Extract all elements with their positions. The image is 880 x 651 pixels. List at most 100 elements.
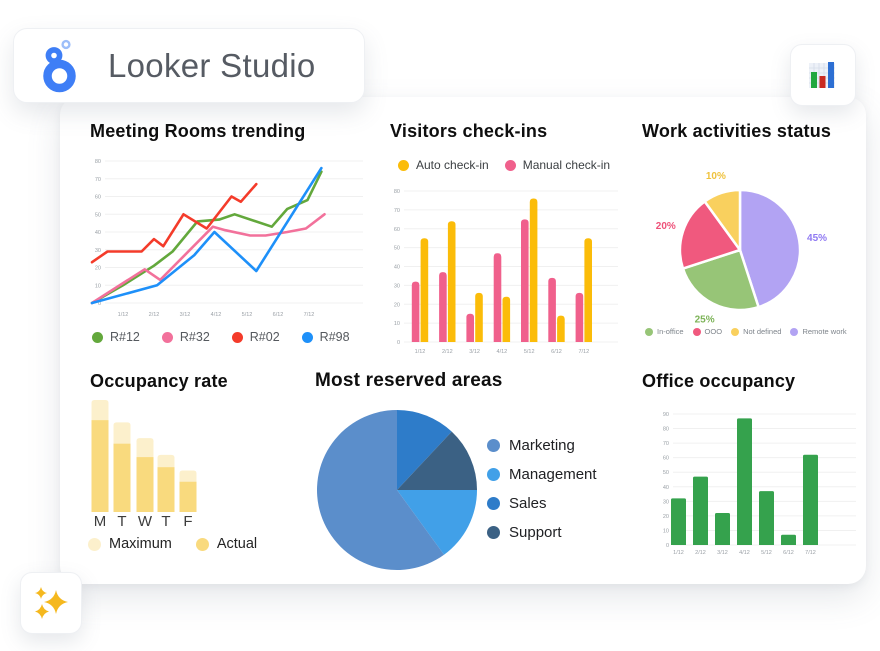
legend-visitors: Auto check-in Manual check-in	[398, 158, 610, 172]
x-tick-label: 7/12	[805, 550, 816, 556]
x-tick-label: F	[183, 513, 192, 530]
bar-Actual	[179, 481, 197, 512]
legend-item: R#32	[161, 330, 210, 344]
x-tick-label: 7/12	[304, 312, 315, 318]
legend-dot	[161, 331, 173, 343]
legend-dot	[88, 537, 101, 551]
x-tick-label: 2/12	[149, 312, 160, 318]
pie-slice-Remote work	[738, 188, 802, 309]
legend-most-reserved: Marketing Management Sales Support	[487, 437, 597, 541]
bar-4/12	[737, 418, 752, 545]
x-tick-label: 2/12	[695, 550, 706, 556]
x-tick-label: T	[161, 513, 170, 530]
line-R#32	[90, 213, 326, 305]
legend-item: Marketing	[487, 437, 575, 454]
y-tick-label: 50	[663, 470, 669, 476]
bar-Auto check-in	[584, 238, 592, 342]
legend-item: R#98	[301, 330, 350, 344]
legend-dot	[231, 331, 243, 343]
legend-label: Actual	[216, 536, 258, 552]
y-tick-label: 80	[95, 159, 101, 165]
pie-slice-In-office	[681, 248, 760, 312]
bar-3/12	[715, 512, 730, 545]
y-tick-label: 30	[95, 248, 101, 254]
legend-item: Auto check-in	[398, 158, 489, 172]
y-tick-label: 40	[95, 230, 101, 236]
legend-label: R#12	[110, 330, 140, 344]
legend-dot	[92, 331, 103, 343]
legend-dot	[487, 526, 500, 539]
x-tick-label: 1/12	[673, 550, 684, 556]
looker-studio-logo-card: Looker Studio	[13, 28, 365, 103]
legend-work-status: In-office OOO Not defined Remote work	[645, 327, 847, 336]
legend-item: Support	[487, 524, 562, 541]
legend-item: R#02	[231, 330, 280, 344]
x-tick-label: 6/12	[551, 349, 562, 355]
most-reserved-pie-chart	[317, 410, 477, 570]
legend-occupancy-rate: Maximum Actual	[88, 536, 257, 552]
sparkles-icon	[35, 587, 68, 619]
x-tick-label: 6/12	[273, 312, 284, 318]
bar-Auto check-in	[420, 238, 429, 342]
x-tick-label: 7/12	[578, 349, 589, 355]
office-occupancy-bar-chart: 0 10 20 30 40 50 60 70 80 90 1/12 2/12 3/12 4/12 5/12 6…	[663, 412, 856, 556]
x-tick-label: 3/12	[717, 550, 728, 556]
legend-item: Maximum	[88, 536, 172, 552]
pie-slice-Marketing	[317, 410, 445, 570]
y-tick-label: 10	[663, 528, 669, 534]
legend-item: OOO	[692, 327, 722, 336]
y-tick-label: 40	[663, 485, 669, 491]
x-tick-label: 4/12	[211, 312, 222, 318]
pie-pct-label: 45%	[807, 233, 827, 244]
bar-Auto check-in	[475, 292, 483, 342]
line-R#02	[90, 182, 258, 264]
bar-Auto check-in	[502, 296, 511, 342]
bar-Manual check-in	[548, 277, 556, 342]
bar-Actual	[136, 457, 154, 512]
legend-dot	[487, 468, 500, 481]
bar-Manual check-in	[439, 272, 447, 342]
pie-slice-Support	[397, 431, 477, 490]
pie-slice-Not defined	[703, 188, 742, 252]
x-tick-label: 1/12	[118, 312, 129, 318]
legend-item: R#12	[92, 330, 140, 344]
legend-dot	[692, 327, 701, 336]
chart-title-visitors: Visitors check-ins	[390, 121, 548, 141]
bar-Actual	[91, 420, 109, 512]
x-tick-label: 4/12	[739, 550, 750, 556]
bar-chart-icon	[809, 62, 835, 88]
bar-6/12	[781, 534, 796, 545]
x-tick-label: 4/12	[497, 349, 508, 355]
legend-dot	[790, 327, 799, 336]
y-tick-label: 20	[394, 302, 400, 308]
bar-Manual check-in	[575, 292, 584, 342]
y-tick-label: 90	[663, 412, 669, 418]
legend-dot	[645, 327, 653, 336]
chart-title-office-occupancy: Office occupancy	[642, 371, 796, 391]
y-tick-label: 10	[394, 321, 400, 327]
chart-title-most-reserved: Most reserved areas	[315, 370, 503, 391]
chart-title-occupancy-rate: Occupancy rate	[90, 371, 228, 391]
legend-label: R#98	[319, 330, 350, 344]
legend-label: Manual check-in	[522, 158, 611, 172]
bar-1/12	[671, 498, 686, 545]
legend-item: Remote work	[790, 327, 847, 336]
legend-dot	[398, 159, 409, 171]
x-tick-label: T	[117, 513, 126, 530]
y-tick-label: 0	[397, 340, 400, 346]
bar-Actual	[157, 467, 175, 512]
legend-item: Management	[487, 466, 597, 483]
chart-title-work-status: Work activities status	[642, 121, 832, 141]
legend-dot	[504, 159, 516, 171]
chart-title-meeting-rooms: Meeting Rooms trending	[90, 121, 306, 141]
bar-Actual	[113, 443, 131, 512]
legend-label: Not defined	[743, 327, 782, 336]
legend-label: R#02	[249, 330, 280, 344]
y-tick-label: 0	[666, 543, 669, 549]
bar-Manual check-in	[411, 281, 420, 342]
pie-slice-OOO	[678, 200, 742, 270]
pie-slice-Management	[397, 490, 477, 555]
legend-label: Marketing	[509, 437, 575, 454]
pie-pct-label: 25%	[695, 314, 715, 325]
